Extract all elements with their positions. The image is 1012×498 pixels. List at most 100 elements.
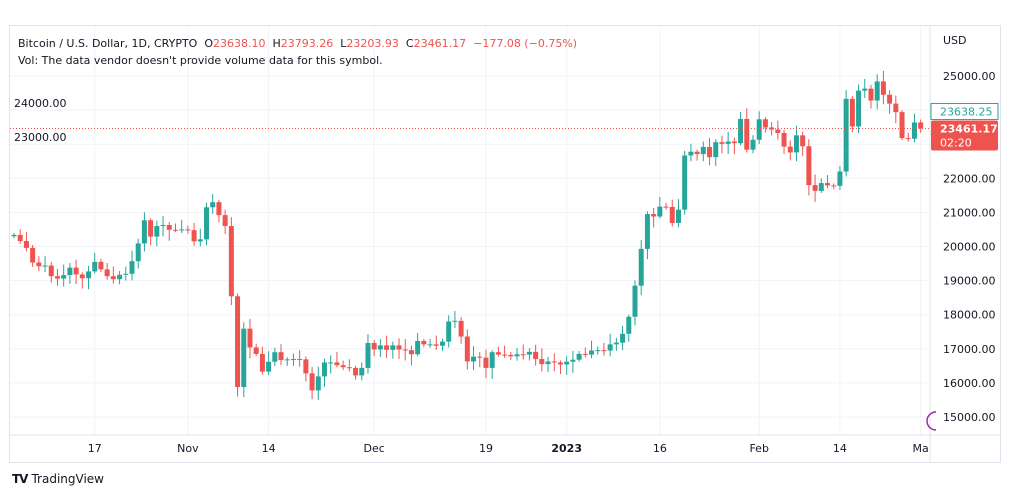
candle-body: [259, 353, 265, 372]
candle: [297, 350, 303, 367]
candle: [421, 338, 427, 348]
candle: [259, 346, 265, 375]
candle: [172, 223, 178, 233]
candle: [328, 355, 334, 374]
candle: [458, 317, 464, 344]
candle: [495, 346, 501, 357]
candle: [408, 345, 414, 366]
candle: [359, 362, 365, 381]
candle: [92, 252, 98, 274]
candle-body: [141, 220, 147, 244]
candle: [626, 314, 632, 342]
candle: [154, 220, 160, 247]
candle: [793, 125, 799, 162]
prev-price-tag: 23638.25: [930, 102, 999, 120]
candle: [918, 119, 924, 133]
candle-body: [812, 185, 818, 191]
candle-body: [129, 261, 135, 274]
candle-body: [887, 94, 893, 104]
candle-body: [644, 214, 650, 249]
candle: [812, 174, 818, 202]
y-tick-label: 18000.00: [943, 309, 996, 322]
candle: [663, 202, 669, 210]
symbol-title[interactable]: Bitcoin / U.S. Dollar, 1D, CRYPTO: [18, 37, 198, 50]
candle: [638, 240, 644, 296]
chart-frame: [9, 25, 1001, 463]
candle: [272, 347, 278, 367]
candle: [551, 353, 557, 372]
candle-body: [384, 345, 390, 350]
candle: [787, 140, 793, 161]
candle: [365, 334, 371, 374]
candle-body: [725, 141, 731, 144]
candle: [893, 95, 899, 124]
candle-body: [48, 265, 54, 277]
candle: [675, 199, 681, 228]
candle-body: [713, 142, 719, 158]
candle-body: [595, 350, 601, 352]
candle-body: [520, 354, 526, 356]
candle-body: [607, 344, 613, 351]
candle: [141, 212, 147, 252]
candle: [166, 222, 172, 241]
low-value: 23203.93: [346, 37, 399, 50]
candle: [23, 232, 29, 252]
candle-body: [738, 118, 744, 144]
candle: [433, 335, 439, 351]
candle-body: [415, 340, 421, 355]
candle: [688, 143, 694, 162]
candle-body: [197, 239, 203, 242]
candle-body: [620, 333, 626, 343]
candle-body: [471, 356, 477, 362]
candle: [613, 338, 619, 351]
candle: [42, 255, 48, 273]
candle-body: [148, 220, 154, 237]
candle: [427, 338, 433, 348]
candle: [818, 178, 824, 193]
currency-label: USD: [943, 34, 967, 47]
candle: [346, 359, 352, 372]
candle: [557, 360, 563, 375]
candle: [36, 256, 42, 272]
candle: [607, 333, 613, 357]
candle-body: [297, 359, 303, 361]
candle-body: [787, 146, 793, 153]
candle-body: [893, 103, 899, 113]
candle: [340, 360, 346, 371]
candle: [160, 216, 166, 237]
grid: [10, 26, 930, 435]
candle: [769, 122, 775, 136]
open-label: O: [204, 37, 213, 50]
open-value: 23638.10: [213, 37, 266, 50]
y-tick-label: 24000.00: [14, 97, 67, 110]
candle-body: [408, 350, 414, 355]
x-tick-label: 17: [88, 442, 102, 455]
last-price-tag: 23461.17 02:20: [931, 120, 998, 151]
timezone-indicator-icon[interactable]: [926, 411, 937, 431]
candle-body: [769, 127, 775, 130]
candle-body: [862, 88, 868, 91]
tradingview-logo[interactable]: TV TradingView: [12, 472, 104, 486]
candle-body: [576, 353, 582, 360]
candle-body: [582, 353, 588, 355]
candle-body: [303, 359, 309, 374]
candle: [856, 84, 862, 134]
candle: [235, 293, 241, 397]
high-label: H: [272, 37, 281, 50]
low-label: L: [340, 37, 347, 50]
candle-body: [638, 248, 644, 286]
candle-body: [756, 119, 762, 140]
candle-body: [290, 359, 296, 361]
candle-body: [663, 206, 669, 208]
candle-body: [502, 354, 508, 356]
candle: [123, 266, 129, 281]
y-tick-label: 19000.00: [943, 275, 996, 288]
candle-body: [322, 362, 327, 377]
candle-body: [843, 98, 849, 172]
candle: [843, 89, 849, 177]
candle-body: [160, 225, 166, 227]
candle: [446, 315, 452, 348]
candle: [756, 111, 762, 145]
y-tick-label: 23000.00: [14, 131, 67, 144]
